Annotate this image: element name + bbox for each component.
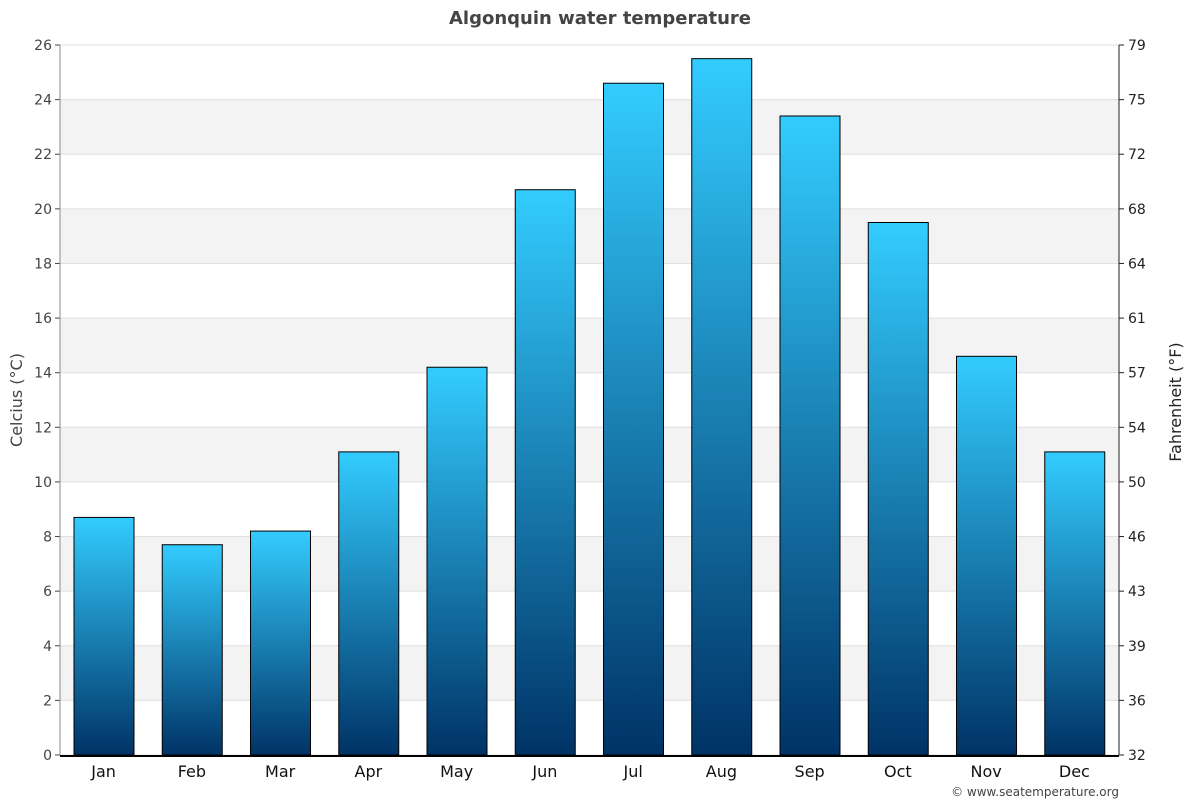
y-tick-label: 6 (43, 584, 52, 600)
footer-credit: © www.seatemperature.org (951, 785, 1119, 799)
x-tick-label: Jun (531, 762, 557, 781)
y-tick-label: 24 (34, 93, 52, 109)
y-tick-label-right: 61 (1128, 311, 1146, 327)
bar-nov (956, 355, 1017, 756)
grid-band (60, 318, 1119, 373)
x-tick-label: Dec (1059, 762, 1090, 781)
y-tick-label-right: 79 (1128, 38, 1146, 54)
y-tick-label-right: 32 (1128, 748, 1146, 764)
bar-mar (250, 530, 311, 756)
x-tick-label: Feb (178, 762, 206, 781)
y-tick-label: 20 (34, 202, 52, 218)
y-tick-label-right: 46 (1128, 530, 1146, 546)
y-tick-label: 26 (34, 38, 52, 54)
bar-jun (514, 189, 576, 756)
y-tick-label: 18 (34, 256, 52, 272)
bar-oct (867, 222, 929, 756)
y-tick-label: 8 (43, 530, 52, 546)
y-tick-label-right: 68 (1128, 202, 1146, 218)
x-tick-label: Mar (265, 762, 296, 781)
x-tick-label: Aug (706, 762, 737, 781)
x-tick-label: Jan (90, 762, 116, 781)
x-tick-label: Sep (795, 762, 825, 781)
y-tick-label-right: 36 (1128, 693, 1146, 709)
y-tick-label-right: 72 (1128, 147, 1146, 163)
y-tick-label-right: 64 (1128, 256, 1146, 272)
y-tick-label-right: 57 (1128, 366, 1146, 382)
y-tick-label-right: 43 (1128, 584, 1146, 600)
y-tick-label: 10 (34, 475, 52, 491)
bar-feb (161, 544, 223, 756)
y-tick-label: 22 (34, 147, 52, 163)
grid-band (60, 208, 1119, 264)
grid-band (60, 427, 1119, 482)
bar-sep (779, 115, 841, 756)
bar-aug (691, 58, 753, 756)
y-tick-label: 4 (43, 639, 52, 655)
y-tick-label: 12 (34, 420, 52, 436)
y-tick-label-right: 39 (1128, 639, 1146, 655)
bar-may (426, 366, 488, 756)
x-tick-label: Oct (884, 762, 912, 781)
bar-jan (73, 516, 135, 756)
x-tick-label: Nov (971, 762, 1002, 781)
grid-band (60, 536, 1119, 592)
y-tick-label: 16 (34, 311, 52, 327)
bar-apr (338, 451, 400, 756)
x-tick-label: Apr (355, 762, 383, 781)
y-axis-right-label: Fahrenheit (°F) (1166, 342, 1185, 461)
y-tick-label-right: 54 (1128, 420, 1146, 436)
x-tick-label: May (440, 762, 473, 781)
x-tick-label: Jul (622, 762, 642, 781)
y-tick-label: 14 (34, 366, 52, 382)
y-tick-label-right: 75 (1128, 93, 1146, 109)
bar-jul (603, 82, 664, 756)
y-tick-label-right: 50 (1128, 475, 1146, 491)
bar-dec (1044, 451, 1106, 756)
chart-title: Algonquin water temperature (449, 8, 751, 29)
y-tick-label: 2 (43, 693, 52, 709)
y-axis-label: Celcius (°C) (7, 353, 26, 447)
grid-band (60, 645, 1119, 701)
grid-band (60, 99, 1119, 155)
y-tick-label: 0 (43, 748, 52, 764)
